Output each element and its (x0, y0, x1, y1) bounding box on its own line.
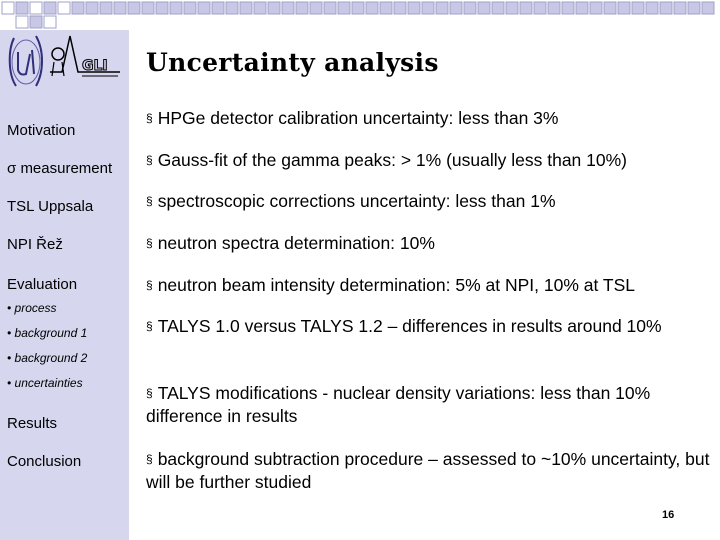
sidebar-item-label: • background 1 (7, 326, 88, 340)
bullet-marker: § (146, 236, 153, 250)
bullet-item: § HPGe detector calibration uncertainty: … (146, 107, 714, 130)
grid-squares (1, 1, 715, 29)
sidebar-item-measurement[interactable]: σ measurement (7, 160, 112, 177)
svg-text:GLI: GLI (82, 58, 108, 74)
bullet-marker: § (146, 153, 153, 167)
bullet-text: Gauss-fit of the gamma peaks: > 1% (usua… (157, 150, 628, 170)
sigma-symbol: σ (7, 160, 17, 177)
bullet-marker: § (146, 278, 153, 292)
gli-physics-logo: GLI (50, 35, 120, 77)
bullet-marker: § (146, 111, 153, 125)
bullet-text: background subtraction procedure – asses… (146, 449, 710, 492)
bullet-text: neutron beam intensity determination: 5%… (157, 275, 635, 295)
sidebar-item-label: TSL Uppsala (7, 198, 94, 215)
bullet-text: TALYS modifications - nuclear density va… (146, 383, 651, 426)
sidebar-item-label: measurement (20, 160, 113, 177)
slide-title: Uncertainty analysis (146, 48, 439, 77)
bullet-text: spectroscopic corrections uncertainty: l… (157, 191, 556, 211)
sidebar-item-results[interactable]: Results (7, 415, 57, 432)
sidebar-item-label: Motivation (7, 122, 76, 139)
sidebar-item-label: NPI Řež (7, 236, 63, 253)
bullet-marker: § (146, 194, 153, 208)
bullet-item: § TALYS 1.0 versus TALYS 1.2 – difference… (146, 315, 714, 338)
bullet-item: § background subtraction procedure – asse… (146, 448, 714, 494)
sidebar-item-label: Conclusion (7, 453, 82, 470)
bullet-item: § TALYS modifications - nuclear density v… (146, 382, 714, 428)
bullet-marker: § (146, 386, 153, 400)
sidebar-subitem-process[interactable]: • process (7, 301, 57, 315)
bullet-item: § Gauss-fit of the gamma peaks: > 1% (usu… (146, 149, 714, 172)
sidebar-item-motivation[interactable]: Motivation (7, 122, 75, 139)
sidebar-item-label: Results (7, 415, 58, 432)
sidebar-item-label: • process (7, 301, 57, 315)
sidebar-item-label: Evaluation (7, 276, 78, 293)
bullet-item: § neutron beam intensity determination: 5… (146, 274, 714, 297)
ujf-logo (8, 35, 43, 87)
sidebar-item-tsl-uppsala[interactable]: TSL Uppsala (7, 198, 93, 215)
sidebar-item-evaluation[interactable]: Evaluation (7, 276, 77, 293)
sidebar-item-label: • background 2 (7, 351, 88, 365)
sidebar-item-conclusion[interactable]: Conclusion (7, 453, 81, 470)
bullet-item: § spectroscopic corrections uncertainty: … (146, 190, 714, 213)
sidebar-item-npi-rez[interactable]: NPI Řež (7, 236, 63, 253)
bullet-item: § neutron spectra determination: 10% (146, 232, 714, 255)
sidebar (0, 30, 129, 540)
header-decoration-grid (1, 1, 715, 29)
bullet-text: HPGe detector calibration uncertainty: l… (157, 108, 559, 128)
bullet-marker: § (146, 319, 153, 333)
page-number: 16 (662, 509, 675, 521)
sidebar-item-label: • uncertainties (7, 376, 83, 390)
sidebar-subitem-background-1[interactable]: • background 1 (7, 326, 87, 340)
bullet-text: TALYS 1.0 versus TALYS 1.2 – differences… (157, 316, 662, 336)
bullet-text: neutron spectra determination: 10% (157, 233, 435, 253)
sidebar-subitem-background-2[interactable]: • background 2 (7, 351, 87, 365)
bullet-marker: § (146, 452, 153, 466)
sidebar-subitem-uncertainties[interactable]: • uncertainties (7, 376, 83, 390)
